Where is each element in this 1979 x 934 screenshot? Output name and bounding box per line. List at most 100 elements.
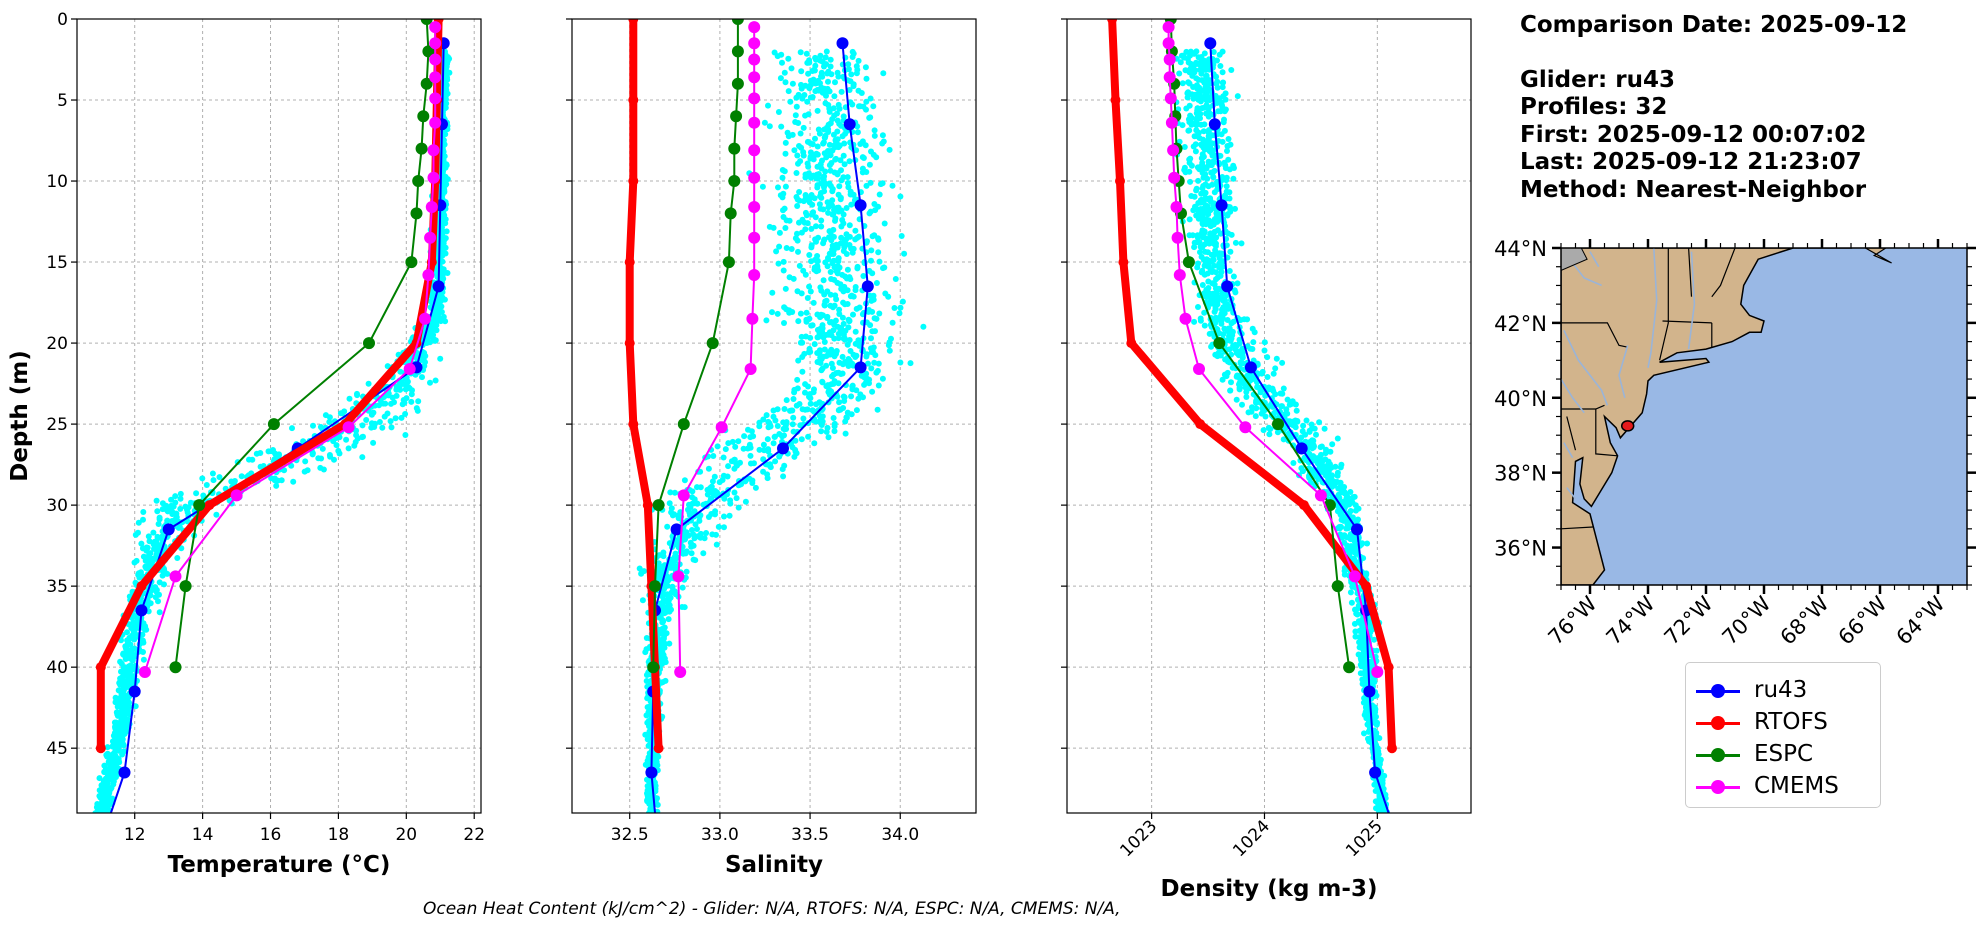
glider-point xyxy=(799,339,806,346)
glider-point xyxy=(712,492,719,499)
glider-point xyxy=(822,259,829,266)
glider-point xyxy=(836,264,843,271)
glider-point xyxy=(1194,85,1201,92)
glider-point xyxy=(697,534,704,541)
glider-point xyxy=(721,524,727,531)
glider-point xyxy=(788,65,795,72)
glider-point xyxy=(817,284,824,291)
glider-point xyxy=(826,228,833,235)
glider-point xyxy=(782,225,789,231)
glider-point xyxy=(822,54,829,61)
glider-point xyxy=(1200,174,1207,181)
glider-point xyxy=(1226,268,1233,274)
glider-point xyxy=(120,672,127,679)
glider-point xyxy=(863,98,870,105)
glider-point xyxy=(1239,360,1246,367)
glider-point xyxy=(863,374,870,381)
x-tick-label: 33.5 xyxy=(791,825,829,845)
glider-point xyxy=(131,624,137,631)
series-point xyxy=(128,685,141,698)
glider-point xyxy=(794,385,801,392)
glider-point xyxy=(360,433,366,440)
glider-point xyxy=(870,296,877,303)
series-point xyxy=(724,207,737,220)
glider-point xyxy=(833,370,840,376)
glider-point xyxy=(825,78,831,85)
series-point xyxy=(728,175,741,187)
glider-point xyxy=(841,140,848,147)
glider-point xyxy=(1302,431,1309,438)
glider-point xyxy=(402,386,409,393)
glider-point xyxy=(276,451,282,458)
glider-point xyxy=(115,734,122,741)
glider-point xyxy=(841,161,848,168)
glider-point xyxy=(779,174,786,181)
glider-point xyxy=(1243,394,1250,400)
glider-point xyxy=(792,112,799,119)
glider-point xyxy=(790,428,797,435)
glider-point xyxy=(1385,815,1391,821)
glider-point xyxy=(781,205,788,212)
glider-point xyxy=(1193,48,1200,55)
glider-point xyxy=(152,594,159,601)
glider-point xyxy=(120,684,127,691)
glider-point xyxy=(814,184,821,191)
glider-point xyxy=(200,492,207,499)
glider-point xyxy=(849,382,856,389)
glider-point xyxy=(881,220,888,227)
glider-point xyxy=(886,347,893,354)
glider-point xyxy=(1239,401,1245,408)
glider-point xyxy=(1225,136,1232,142)
glider-point xyxy=(132,703,139,710)
glider-point xyxy=(853,387,860,394)
glider-point xyxy=(715,523,722,530)
glider-point xyxy=(818,217,825,224)
series-point xyxy=(748,116,761,129)
glider-point xyxy=(433,327,440,334)
glider-point xyxy=(808,322,815,329)
glider-point xyxy=(710,453,717,459)
glider-point xyxy=(759,183,766,190)
glider-point xyxy=(1273,355,1280,362)
glider-point xyxy=(384,363,391,370)
glider-point xyxy=(831,276,838,283)
glider-point xyxy=(1303,417,1310,424)
glider-point xyxy=(153,497,160,504)
series-point xyxy=(162,523,175,536)
glider-point xyxy=(817,360,824,366)
glider-point xyxy=(1211,308,1218,315)
glider-point xyxy=(845,61,852,68)
glider-point xyxy=(1199,105,1206,112)
glider-point xyxy=(802,112,809,119)
glider-point xyxy=(184,518,191,525)
x-axis-label: Salinity xyxy=(725,852,823,878)
series-point xyxy=(422,269,435,281)
glider-point xyxy=(844,341,851,348)
glider-point xyxy=(709,478,716,485)
glider-point xyxy=(1313,431,1319,438)
glider-point xyxy=(656,552,663,559)
glider-point xyxy=(786,217,793,224)
glider-point xyxy=(834,171,841,178)
glider-point xyxy=(800,124,807,131)
glider-point xyxy=(837,157,844,164)
glider-point xyxy=(423,339,430,346)
glider-point xyxy=(339,410,346,417)
glider-point xyxy=(776,431,783,437)
glider-point xyxy=(143,626,150,633)
glider-point xyxy=(783,397,790,404)
glider-point xyxy=(178,545,185,552)
glider-point xyxy=(795,160,801,167)
glider-point xyxy=(811,67,818,74)
glider-point xyxy=(775,260,782,267)
series-point xyxy=(748,71,761,84)
glider-point xyxy=(867,322,874,329)
glider-point xyxy=(814,143,821,150)
glider-point xyxy=(317,464,324,471)
glider-point xyxy=(780,214,787,220)
glider-point xyxy=(1207,206,1214,213)
glider-point xyxy=(771,49,778,56)
glider-point xyxy=(843,231,850,238)
glider-point xyxy=(1220,119,1227,126)
